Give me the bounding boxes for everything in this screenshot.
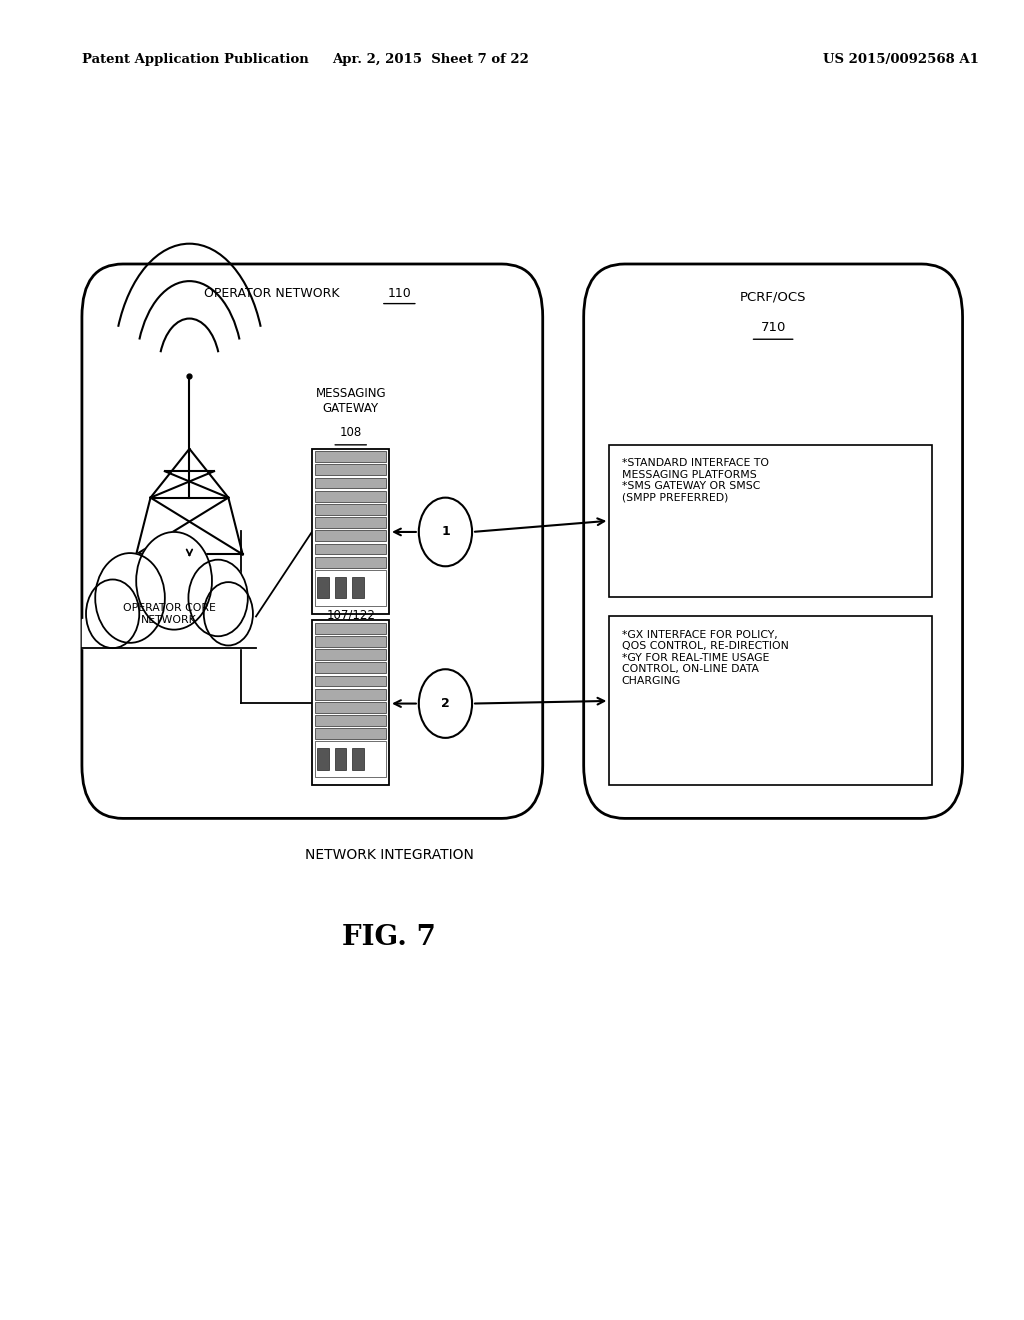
Text: GGSN/PCEF: GGSN/PCEF [316, 585, 385, 598]
Bar [335, 577, 346, 598]
Bar [315, 478, 386, 488]
Bar [315, 531, 386, 541]
Text: FIG. 7: FIG. 7 [342, 924, 436, 950]
Bar [312, 620, 389, 785]
Bar [315, 676, 386, 686]
Text: 710: 710 [761, 321, 785, 334]
Bar [315, 689, 386, 700]
Bar [315, 504, 386, 515]
Text: Apr. 2, 2015  Sheet 7 of 22: Apr. 2, 2015 Sheet 7 of 22 [332, 53, 528, 66]
Text: 2: 2 [441, 697, 450, 710]
Bar [315, 465, 386, 475]
Bar [609, 616, 932, 785]
Circle shape [95, 553, 165, 643]
Bar [315, 702, 386, 713]
Circle shape [204, 582, 253, 645]
Bar [317, 577, 329, 598]
Circle shape [419, 498, 472, 566]
Bar [315, 729, 386, 739]
Bar [315, 741, 386, 777]
Text: MESSAGING
GATEWAY: MESSAGING GATEWAY [315, 387, 386, 416]
Bar [315, 649, 386, 660]
Text: OPERATOR CORE
NETWORK: OPERATOR CORE NETWORK [123, 603, 215, 624]
Circle shape [136, 532, 212, 630]
Text: 110: 110 [387, 286, 412, 300]
Polygon shape [82, 619, 256, 648]
Text: *GX INTERFACE FOR POLICY,
QOS CONTROL, RE-DIRECTION
*GY FOR REAL-TIME USAGE
CONT: *GX INTERFACE FOR POLICY, QOS CONTROL, R… [622, 630, 788, 686]
FancyBboxPatch shape [82, 264, 543, 818]
Text: 1: 1 [441, 525, 450, 539]
Bar [609, 445, 932, 597]
Text: PCRF/OCS: PCRF/OCS [740, 290, 806, 304]
Bar [335, 748, 346, 770]
Bar [315, 451, 386, 462]
Bar [315, 491, 386, 502]
Bar [312, 449, 389, 614]
FancyBboxPatch shape [584, 264, 963, 818]
Bar [315, 544, 386, 554]
Text: *STANDARD INTERFACE TO
MESSAGING PLATFORMS
*SMS GATEWAY OR SMSC
(SMPP PREFERRED): *STANDARD INTERFACE TO MESSAGING PLATFOR… [622, 458, 769, 503]
Text: NETWORK INTEGRATION: NETWORK INTEGRATION [305, 849, 473, 862]
Bar [315, 636, 386, 647]
Circle shape [86, 579, 139, 648]
Text: Patent Application Publication: Patent Application Publication [82, 53, 308, 66]
Bar [352, 748, 364, 770]
Text: 107/122: 107/122 [327, 609, 375, 622]
Text: 108: 108 [340, 426, 361, 440]
Bar [315, 663, 386, 673]
Circle shape [419, 669, 472, 738]
Circle shape [188, 560, 248, 636]
Bar [315, 715, 386, 726]
Text: US 2015/0092568 A1: US 2015/0092568 A1 [823, 53, 979, 66]
Text: OPERATOR NETWORK: OPERATOR NETWORK [204, 286, 339, 300]
Bar [315, 557, 386, 568]
Bar [352, 577, 364, 598]
Bar [315, 570, 386, 606]
Bar [317, 748, 329, 770]
Bar [315, 623, 386, 634]
Bar [315, 517, 386, 528]
